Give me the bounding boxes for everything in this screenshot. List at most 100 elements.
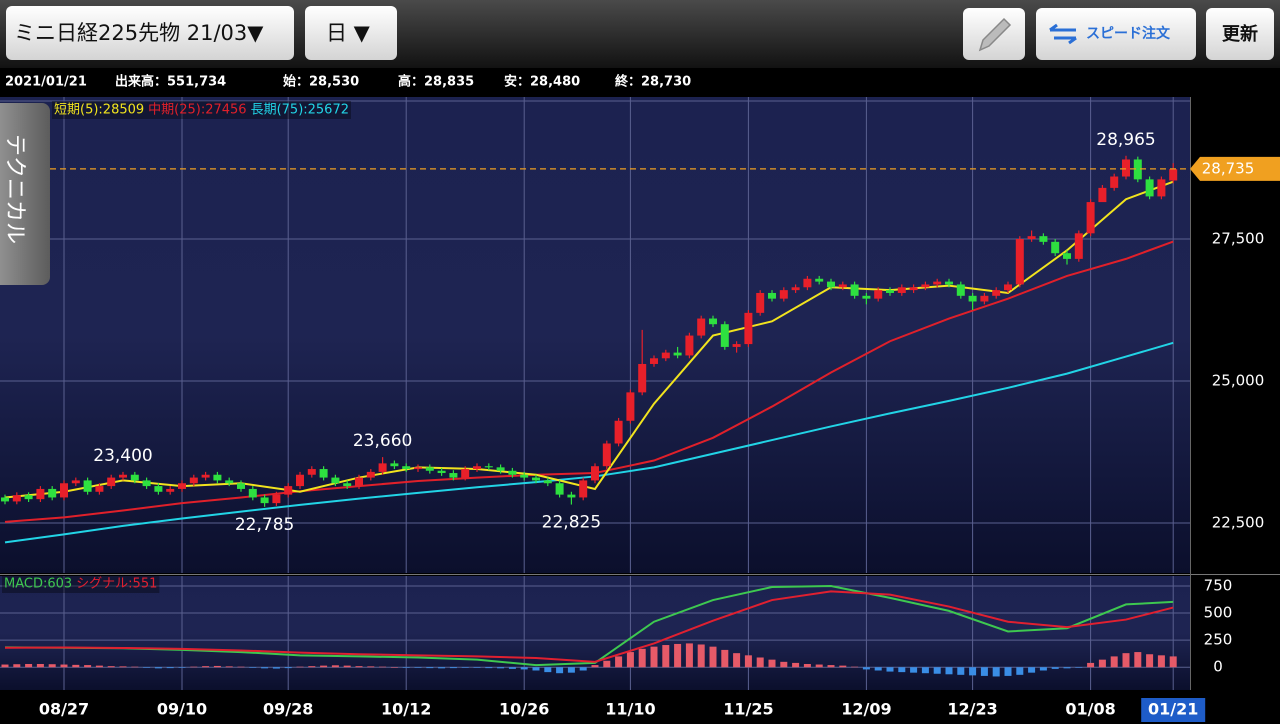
macd-histogram-bar: [1087, 662, 1095, 668]
info-item: 終：28,730: [615, 74, 691, 90]
speed-order-button[interactable]: スピード注文: [1036, 8, 1196, 60]
macd-histogram-bar: [591, 665, 599, 668]
legend-entry: MACD:603: [4, 577, 72, 592]
candle-body: [909, 287, 918, 291]
candle-body: [732, 344, 741, 347]
macd-histogram-bar: [567, 667, 575, 673]
candle-body: [803, 278, 812, 288]
y-tick-label: 22,500: [1212, 514, 1265, 532]
macd-histogram-bar: [1039, 667, 1047, 671]
macd-histogram-bar: [355, 666, 363, 668]
macd-histogram-bar: [308, 666, 316, 668]
candle-body: [189, 477, 198, 484]
macd-histogram-bar: [650, 646, 658, 668]
macd-histogram-bar: [367, 666, 375, 668]
candle-body: [213, 474, 222, 481]
macd-histogram-bar: [84, 665, 92, 668]
moving-average-line: [4, 180, 1174, 499]
macd-histogram-bar: [461, 667, 469, 668]
candle-body: [1145, 179, 1154, 197]
macd-histogram-bar: [414, 667, 422, 668]
macd-histogram-bar: [225, 666, 233, 668]
x-tick-label: 01/08: [1065, 700, 1115, 719]
macd-histogram-bar: [615, 656, 623, 668]
macd-histogram-bar: [544, 667, 552, 673]
macd-histogram-bar: [438, 667, 446, 669]
candle-body: [815, 278, 824, 282]
legend-backdrop: [52, 101, 351, 119]
candle-body: [473, 466, 481, 470]
info-date: 2021/01/21: [5, 75, 87, 90]
price-annotation: 23,400: [93, 446, 152, 466]
macd-histogram-bar: [1051, 667, 1059, 669]
candle-body: [791, 287, 800, 291]
macd-histogram-bar: [202, 666, 210, 668]
refresh-text: 更新: [1222, 23, 1258, 45]
macd-histogram-bar: [261, 667, 269, 669]
candle-body: [1110, 176, 1119, 188]
period-button[interactable]: 日 ▼: [305, 6, 397, 60]
candle-body: [296, 474, 304, 487]
candle-body: [414, 467, 422, 470]
macd-histogram-bar: [473, 667, 481, 668]
macd-histogram-bar: [1098, 659, 1106, 668]
legend-entry: シグナル:551: [76, 577, 157, 592]
macd-histogram-bar: [190, 666, 198, 668]
macd-tick-label: 250: [1204, 631, 1233, 649]
macd-histogram-bar: [603, 660, 611, 668]
candle-body: [1, 497, 9, 502]
candle-body: [886, 290, 894, 293]
info-item: 出来高：551,734: [115, 74, 226, 90]
macd-histogram-bar: [827, 665, 835, 668]
candle-body: [921, 284, 930, 288]
candle-body: [1086, 202, 1095, 234]
candle-body: [508, 470, 517, 475]
candle-body: [225, 480, 234, 484]
x-tick-label: 11/25: [723, 700, 773, 719]
macd-histogram-bar: [851, 666, 859, 668]
macd-histogram-bar: [768, 659, 776, 668]
candle-body: [24, 495, 33, 500]
refresh-button[interactable]: 更新: [1206, 8, 1274, 60]
candle-body: [461, 469, 470, 478]
x-tick-label: 12/23: [947, 700, 997, 719]
macd-histogram-bar: [1157, 655, 1165, 668]
candle-body: [484, 466, 493, 468]
candle-body: [779, 290, 788, 299]
info-item: 高：28,835: [398, 74, 474, 90]
candle-body: [355, 477, 363, 487]
macd-histogram-bar: [1028, 667, 1036, 673]
candle-body: [579, 480, 588, 498]
macd-histogram-bar: [131, 666, 139, 668]
candle-body: [1027, 236, 1036, 240]
candle-body: [496, 467, 505, 471]
candle-body: [933, 281, 942, 285]
macd-histogram-bar: [674, 643, 682, 668]
candle-body: [1039, 236, 1048, 242]
candle-body: [1015, 239, 1024, 285]
technical-tab[interactable]: テクニカル: [0, 103, 50, 285]
macd-histogram-bar: [556, 667, 564, 674]
draw-button[interactable]: [963, 8, 1025, 60]
macd-histogram-bar: [60, 664, 68, 668]
symbol-button[interactable]: ミニ日経225先物 21/03▼: [6, 6, 294, 60]
candle-body: [48, 488, 57, 498]
macd-histogram-bar: [402, 667, 410, 668]
info-item: 始：28,530: [283, 74, 359, 90]
macd-histogram-bar: [497, 667, 505, 669]
macd-histogram-bar: [1146, 654, 1154, 668]
candle-body: [71, 480, 80, 484]
legend-entry: 短期(5):28509: [54, 103, 144, 118]
candle-body: [1122, 159, 1130, 177]
x-tick-label: 09/10: [157, 700, 207, 719]
macd-histogram-bar: [685, 643, 693, 668]
macd-histogram-bar: [72, 664, 80, 668]
macd-histogram-bar: [957, 667, 965, 675]
candle-body: [1074, 233, 1083, 259]
macd-histogram-bar: [697, 644, 705, 668]
candle-body: [95, 486, 104, 492]
speed-order-text: スピード注文: [1086, 25, 1171, 42]
macd-histogram-bar: [343, 665, 351, 668]
candle-body: [1051, 241, 1060, 254]
